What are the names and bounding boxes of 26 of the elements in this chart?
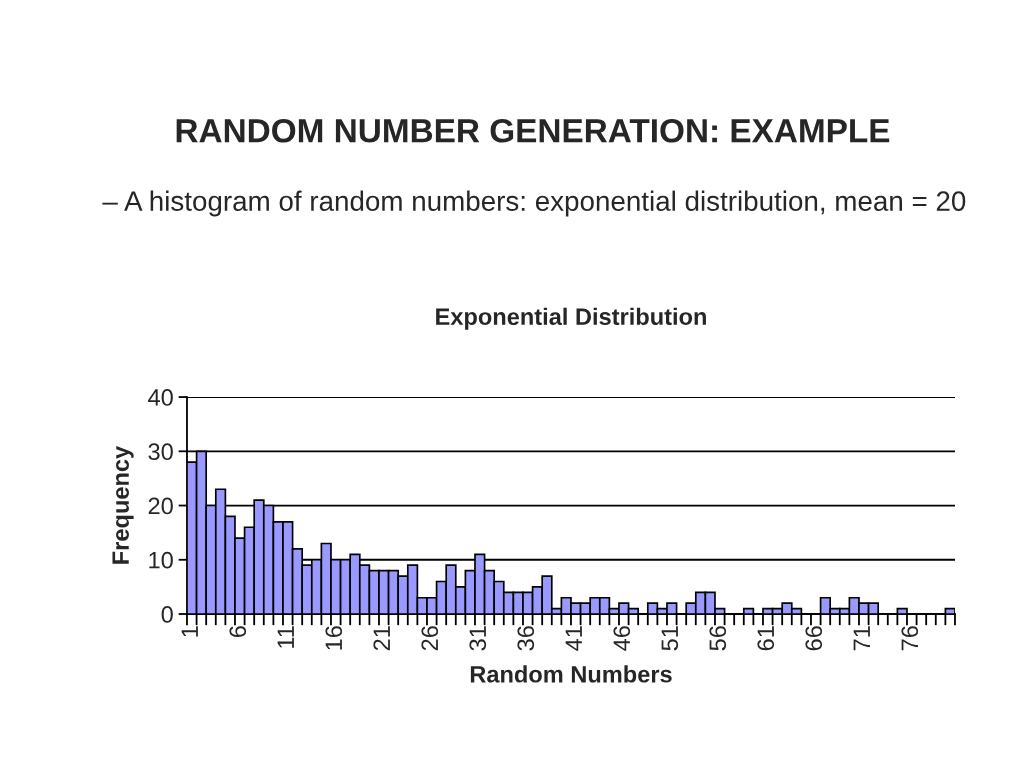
text: RANDOM NUMBER GENERATION: EXAMPLE xyxy=(176,118,890,143)
x-axis-title: Random Numbers xyxy=(470,665,672,683)
x-tick-label: 16 xyxy=(325,626,343,650)
chart-title: Exponential Distribution xyxy=(436,307,706,330)
x-tick-label: 21 xyxy=(373,626,390,651)
x-tick-label: 61 xyxy=(757,626,775,651)
y-tick-label: 10 xyxy=(149,551,173,569)
x-tick-label: 56 xyxy=(709,626,727,651)
x-tick-label: 71 xyxy=(853,626,870,651)
y-axis-title: Frequency xyxy=(112,445,134,564)
y-tick-label: 20 xyxy=(148,497,173,515)
text: – A histogram of random numbers: exponential distribution, mean = 20 xyxy=(102,190,966,217)
x-tick-label: 36 xyxy=(517,626,535,651)
x-tick-label: 76 xyxy=(901,626,919,651)
x-tick-label: 6 xyxy=(229,626,247,638)
y-tick-label: 40 xyxy=(148,389,173,406)
x-tick-label: 66 xyxy=(805,626,823,651)
x-tick-label: 1 xyxy=(181,626,198,637)
y-tick-label: 0 xyxy=(161,606,173,623)
x-tick-label: 46 xyxy=(613,626,631,651)
x-tick-label: 11 xyxy=(277,626,294,648)
x-tick-label: 41 xyxy=(565,626,582,651)
y-tick-label: 30 xyxy=(148,443,173,461)
x-tick-label: 26 xyxy=(421,626,439,651)
x-tick-label: 51 xyxy=(661,626,679,651)
x-tick-label: 31 xyxy=(469,626,487,651)
